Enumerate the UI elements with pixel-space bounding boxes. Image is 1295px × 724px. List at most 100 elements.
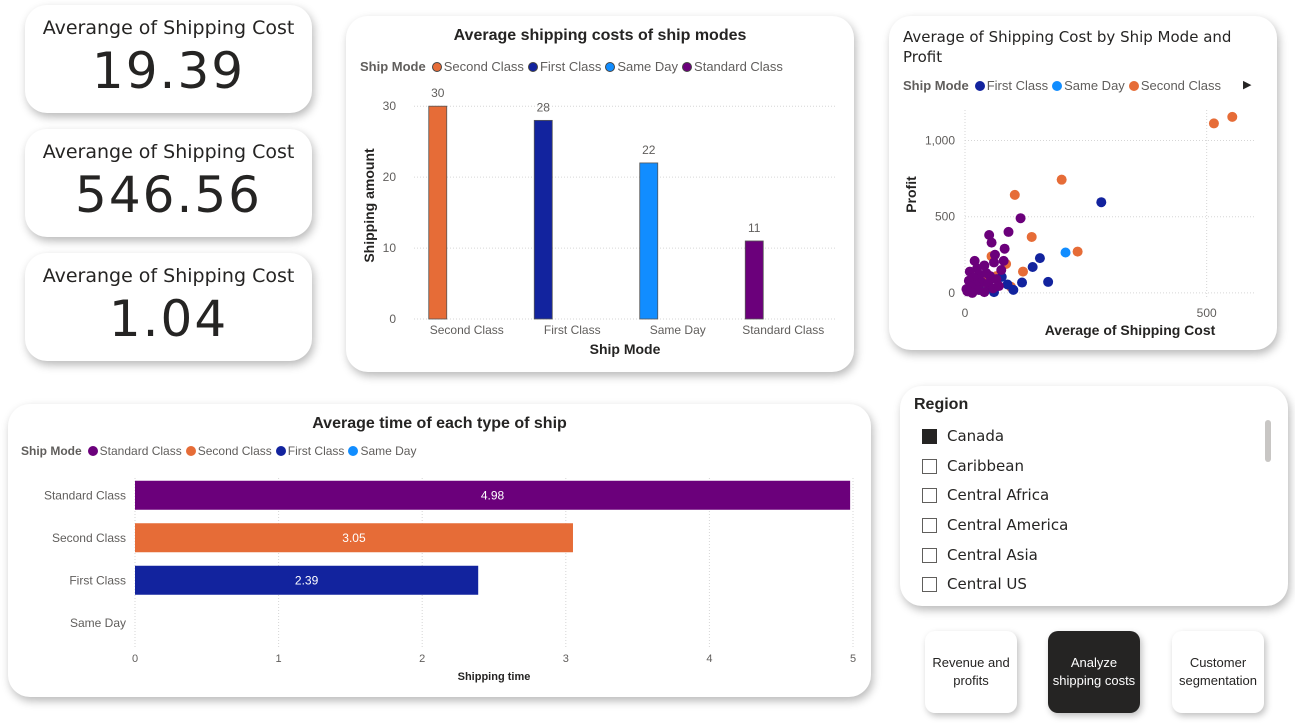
x-tick-label: 2 [419,653,425,665]
legend-item[interactable]: First Class [275,444,344,458]
legend-title: Ship Mode [903,78,969,93]
legend-label: First Class [539,59,602,74]
slicer-item-canada[interactable]: Canada [922,427,1004,445]
scatter-point [984,229,995,240]
nav-button-analyze-shipping-costs[interactable]: Analyze shipping costs [1048,631,1140,713]
y-tick-label: First Class [69,573,126,587]
legend-marker-icon [1052,80,1063,91]
y-axis-title: Shipping amount [361,148,377,263]
chart-legend[interactable]: Ship Mode Standard Class Second Class Fi… [21,444,420,458]
legend-item[interactable]: First Class [527,59,602,74]
legend-label: First Class [986,78,1049,93]
nav-label-line1: Analyze [1070,655,1118,670]
scatter-plot[interactable]: 0 500 1,000 0 500 Average of Shipping Cost Pro… [889,104,1277,350]
legend-item[interactable]: First Class [974,78,1049,93]
y-tick-label: 30 [383,99,397,113]
x-tick-label: 0 [132,653,138,665]
scatter-point [993,281,1004,292]
chart-legend[interactable]: Ship Mode Second Class First Class Same … [360,59,787,74]
legend-marker-icon [1128,80,1139,91]
slicer-item-caribbean[interactable]: Caribbean [922,457,1024,475]
y-tick-label: 0 [389,312,396,326]
kpi-card-avg-shipping-cost-1[interactable]: Averange of Shipping Cost 19.39 [25,5,312,113]
region-slicer[interactable]: Region Canada Caribbean Central Africa C… [900,386,1288,606]
nav-label-line2: segmentation [1178,673,1258,688]
nav-button-customer-segmentation[interactable]: Customer segmentation [1172,631,1264,713]
scatter-point [961,284,972,295]
legend-marker-icon [275,446,286,456]
checkbox-checked-icon[interactable] [922,428,937,444]
x-tick-label: 1 [276,653,282,665]
slicer-item-central-africa[interactable]: Central Africa [922,486,1049,504]
checkbox-icon[interactable] [922,487,937,503]
legend-marker-icon [185,446,196,456]
slicer-title: Region [914,396,969,413]
y-tick-label: 1,000 [925,133,955,147]
legend-label: Second Class [197,444,272,458]
scatter-point [1208,118,1219,129]
scatter-point [1027,261,1038,272]
scatter-point [1060,247,1071,258]
kpi-value: 1.04 [108,290,229,348]
scatter-point [981,268,992,279]
data-label: 28 [537,100,551,114]
scatter-point [1009,189,1020,200]
scatter-point [1056,174,1067,185]
bar [639,162,659,320]
shipping-time-bar-chart-card[interactable]: Average time of each type of ship Ship M… [8,404,871,697]
legend-item[interactable]: Standard Class [682,59,783,74]
data-label: 4.98 [481,488,505,502]
legend-item[interactable]: Same Day [348,444,416,458]
slicer-scrollbar[interactable] [1265,420,1271,462]
slicer-item-label: Central Africa [947,486,1050,504]
bar [135,480,851,510]
chart-title: Average of Shipping Cost by Ship Mode an… [903,28,1232,66]
chart-legend[interactable]: Ship Mode First Class Same Day Second Cl… [903,78,1225,93]
y-tick-label: Standard Class [44,488,126,502]
checkbox-icon[interactable] [922,458,937,474]
nav-label-line2: profits [953,673,989,688]
y-tick-label: Same Day [70,616,126,630]
legend-item[interactable]: Same Day [605,59,678,74]
x-axis-title: Ship Mode [590,341,661,357]
legend-label: Same Day [360,444,417,458]
legend-label: Second Class [443,59,524,74]
legend-item[interactable]: Second Class [431,59,524,74]
x-axis-title: Shipping time [458,671,531,683]
column-chart-plot[interactable]: 0 10 20 30 30 Second Class 28 First Class 22 Same… [346,86,854,372]
shipping-cost-column-chart-card[interactable]: Average shipping costs of ship modes Shi… [346,16,854,372]
kpi-value: 546.56 [75,166,262,224]
y-axis-title: Profit [903,176,919,213]
x-tick-label: Same Day [650,323,706,337]
legend-title: Ship Mode [21,444,82,458]
legend-label: Second Class [1140,78,1222,93]
horizontal-bar-plot[interactable]: 0 1 2 3 4 5 Standard Class 4.98 Second Class 3.05… [8,470,871,697]
legend-item[interactable]: Second Class [1128,78,1222,93]
kpi-card-avg-shipping-cost-2[interactable]: Averange of Shipping Cost 546.56 [25,129,312,237]
scatter-point [1043,276,1054,287]
scatter-point [1015,213,1026,224]
slicer-item-central-america[interactable]: Central America [922,516,1068,534]
x-tick-label: 5 [850,653,856,665]
legend-item[interactable]: Second Class [185,444,272,458]
legend-next-arrow-icon[interactable]: ▶ [1243,78,1252,91]
slicer-item-label: Central US [947,575,1027,593]
slicer-item-central-asia[interactable]: Central Asia [922,546,1038,564]
checkbox-icon[interactable] [922,517,937,533]
x-tick-label: 500 [1197,306,1217,320]
nav-button-revenue-and-profits[interactable]: Revenue and profits [925,631,1017,713]
legend-item[interactable]: Standard Class [87,444,182,458]
legend-marker-icon [974,80,985,91]
slicer-item-central-us[interactable]: Central US [922,575,1027,593]
kpi-title: Averange of Shipping Cost [42,17,295,39]
scatter-point [996,265,1007,276]
scatter-point [989,249,1000,260]
checkbox-icon[interactable] [922,547,937,563]
shipping-cost-profit-scatter-card[interactable]: Average of Shipping Cost by Ship Mode an… [889,16,1277,350]
checkbox-icon[interactable] [922,576,937,592]
nav-label-line1: Revenue and [932,655,1010,670]
kpi-card-avg-shipping-cost-3[interactable]: Averange of Shipping Cost 1.04 [25,253,312,361]
legend-item[interactable]: Same Day [1052,78,1125,93]
x-tick-label: Second Class [430,323,504,337]
bar [744,240,764,320]
